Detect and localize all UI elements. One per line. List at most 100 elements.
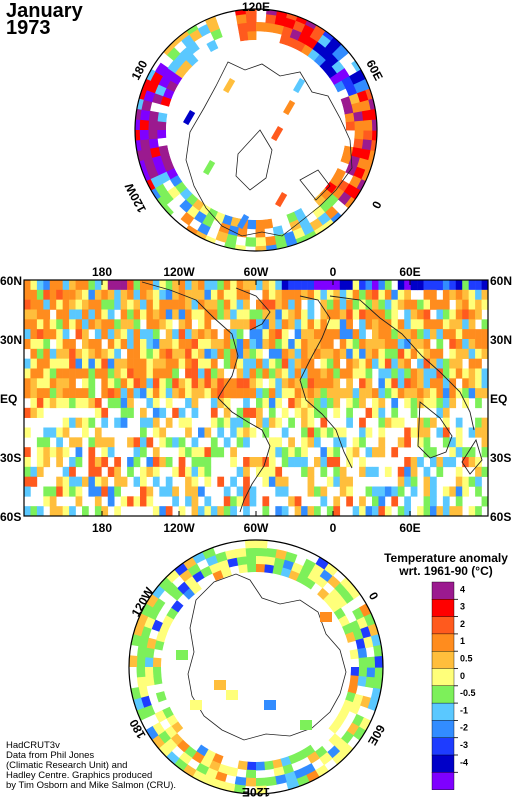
anomaly-cell [301,280,308,291]
anomaly-cell [272,758,283,769]
anomaly-cell [217,378,225,389]
anomaly-cell [351,102,363,114]
anomaly-cell [107,388,115,399]
anomaly-cell [359,506,366,517]
anomaly-cell [140,466,147,477]
anomaly-cell [352,339,360,350]
anomaly-cell [311,563,325,577]
anomaly-cell [247,563,257,573]
anomaly-cell [204,319,212,330]
anomaly-cell [455,299,463,310]
anomaly-cell [397,417,405,428]
anomaly-cell [442,496,450,507]
anomaly-cell [101,447,109,458]
anomaly-cell [475,466,482,477]
anomaly-cell [82,427,89,438]
anomaly-cell [481,319,489,330]
anomaly-cell [320,447,328,458]
anomaly-cell [178,751,193,765]
anomaly-cell [275,466,283,477]
anomaly-cell [120,299,128,310]
anomaly-cell [275,437,283,448]
anomaly-cell [307,506,315,517]
anomaly-cell [210,289,218,300]
anomaly-cell [263,760,274,771]
anomaly-cell [127,398,134,409]
anomaly-cell [326,319,334,330]
anomaly-cell [346,348,353,359]
anomaly-cell [328,721,341,734]
lon-label-60e-top: 60E [399,265,420,279]
anomaly-cell [436,280,444,291]
anomaly-cell [417,329,424,340]
anomaly-cell [301,319,308,330]
anomaly-cell [114,358,121,369]
anomaly-cell [82,476,89,487]
world-map: 180 120W 60W 0 60E 180 120W 60W 0 60E 60… [0,265,512,535]
anomaly-cell [140,289,147,300]
anomaly-cell [133,437,141,448]
anomaly-cell [152,280,160,291]
anomaly-cell [152,407,160,418]
anomaly-cell [210,506,218,517]
anomaly-cell [462,329,469,340]
anomaly-cell [378,358,386,369]
anomaly-cell [345,84,358,97]
anomaly-cell [249,280,257,291]
anomaly-cell [449,319,457,330]
anomaly-cell [43,289,51,300]
anomaly-cell [180,212,195,226]
anomaly-cell [268,289,276,300]
anomaly-cell [69,417,76,428]
anomaly-cell [82,348,89,359]
anomaly-cell [462,348,469,359]
anomaly-cell [417,358,424,369]
anomaly-cell [417,417,424,428]
anomaly-cell [230,358,237,369]
anomaly-cell [410,339,418,350]
anomaly-cell [146,329,154,340]
anomaly-cell [410,348,418,359]
anomaly-cell [378,407,386,418]
anomaly-cell [215,230,229,243]
anomaly-cell [384,486,392,497]
anomaly-cell [140,388,147,399]
anomaly-cell [384,348,392,359]
lat-label-eq-right: EQ [490,392,507,406]
anomaly-cell [353,726,367,741]
anomaly-cell [179,187,193,201]
anomaly-cell [223,388,231,399]
anomaly-cell [372,289,379,300]
anomaly-cell [140,602,154,617]
anomaly-cell [468,319,476,330]
lon-label-0-bottom: 0 [330,521,337,535]
anomaly-cell [172,378,179,389]
anomaly-cell [378,329,386,340]
anomaly-cell [36,447,44,458]
anomaly-cell [62,348,70,359]
anomaly-cell [88,358,96,369]
anomaly-cell [384,280,392,291]
anomaly-cell [475,417,482,428]
anomaly-cell [140,447,147,458]
anomaly-cell [165,486,173,497]
anomaly-cell [288,299,295,310]
anomaly-cell [288,358,295,369]
anomaly-cell [160,95,172,107]
anomaly-cell [94,496,102,507]
anomaly-cell [436,457,444,468]
anomaly-cell [191,506,199,517]
anomaly-cell [430,388,437,399]
legend-tick-label: -2 [460,723,468,733]
anomaly-cell [140,476,147,487]
anomaly-cell [167,186,181,200]
anomaly-cell [275,486,283,497]
anomaly-cell [243,280,250,291]
anomaly-cell [56,506,63,517]
anomaly-cell [198,339,205,350]
anomaly-cell [442,398,450,409]
anomaly-cell [449,388,457,399]
anomaly-cell [62,417,70,428]
anomaly-cell [88,309,96,320]
anomaly-cell [288,447,295,458]
